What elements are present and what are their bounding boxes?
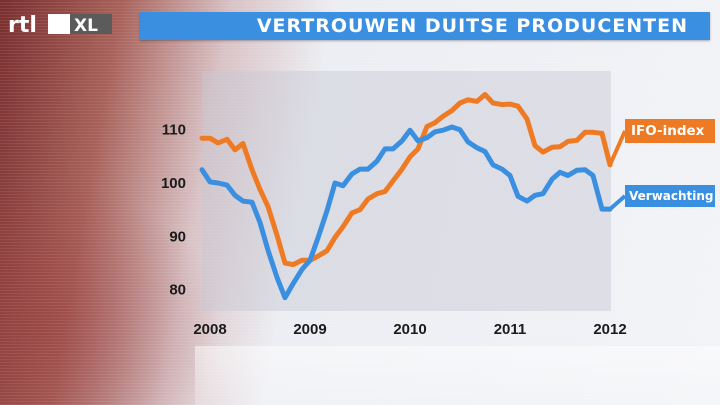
x-tick-label: 2012 [593, 321, 626, 338]
x-tick-label: 2008 [193, 321, 226, 338]
chart-title: VERTROUWEN DUITSE PRODUCENTEN [256, 15, 688, 37]
legend-connector [608, 130, 627, 166]
y-tick-label: 90 [169, 228, 186, 245]
x-tick-label: 2010 [393, 321, 426, 338]
svg-text:XL: XL [74, 16, 98, 36]
rtl-xl-logo-icon: rtl XL [8, 13, 112, 38]
y-tick-label: 100 [161, 175, 186, 192]
bottom-band [195, 346, 720, 405]
x-tick-label: 2011 [494, 321, 527, 338]
y-tick-label: 80 [169, 282, 186, 299]
svg-text:rtl: rtl [8, 13, 37, 38]
legend-connector [608, 194, 627, 211]
series-line-ifo-index [199, 92, 613, 268]
x-axis-ticks: 2008 2009 2010 2011 2012 [193, 321, 626, 338]
y-axis-ticks: 80 90 100 110 [161, 122, 186, 299]
y-tick-label: 110 [162, 122, 186, 139]
legend-ifo-index: IFO-index [625, 119, 715, 143]
title-bar: VERTROUWEN DUITSE PRODUCENTEN [140, 12, 710, 40]
x-tick-label: 2009 [293, 321, 326, 338]
series-line-verwachting [199, 124, 613, 301]
series-layer [199, 92, 627, 301]
legend-verwachting: Verwachting [625, 185, 715, 207]
